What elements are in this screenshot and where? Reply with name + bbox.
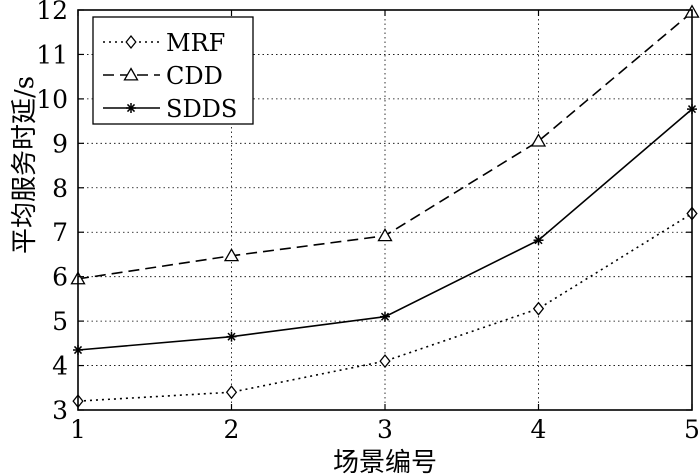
x-tick-label: 4 <box>531 415 547 444</box>
y-tick-label: 4 <box>52 352 68 381</box>
y-tick-label: 8 <box>52 174 68 203</box>
y-tick-label: 9 <box>52 129 68 158</box>
legend-item-sdds: SDDS <box>103 95 237 123</box>
legend-box <box>92 16 254 125</box>
data-point-mrf <box>532 301 545 316</box>
y-tick-label: 7 <box>52 218 68 247</box>
legend-label-sdds: SDDS <box>166 95 237 123</box>
y-tick-label: 5 <box>52 307 68 336</box>
data-point-cdd <box>377 227 393 242</box>
x-tick-labels: 1 2 3 4 5 <box>70 415 700 444</box>
legend-label-mrf: MRF <box>166 29 225 57</box>
y-tick-label: 3 <box>52 396 68 425</box>
legend-marker-mrf <box>125 34 137 50</box>
x-tick-label: 3 <box>377 415 393 444</box>
data-point-cdd <box>223 247 240 262</box>
x-tick-label: 5 <box>684 415 700 444</box>
data-point-mrf <box>379 354 391 369</box>
x-axis-title: 场景编号 <box>333 448 437 475</box>
y-tick-label: 11 <box>36 40 68 69</box>
y-axis-title: 平均服务时延/s <box>10 76 40 254</box>
legend-item-cdd: CDD <box>103 62 223 90</box>
axis-tick-marks <box>77 9 693 411</box>
data-point-cdd <box>530 133 547 147</box>
series-cdd <box>70 4 700 285</box>
x-tick-label: 2 <box>224 415 240 444</box>
data-point-sdds <box>533 235 544 246</box>
data-point-mrf <box>225 385 238 400</box>
legend-marker-cdd <box>123 67 139 81</box>
y-tick-label: 6 <box>52 263 68 292</box>
data-point-sdds <box>226 331 237 342</box>
series-line-mrf <box>77 212 693 402</box>
y-tick-label: 10 <box>36 85 68 114</box>
y-tick-label: 12 <box>36 0 68 25</box>
y-tick-labels: 3 4 5 6 7 8 9 10 11 12 <box>36 0 68 425</box>
legend-label-cdd: CDD <box>166 62 223 90</box>
x-tick-label: 1 <box>70 415 86 444</box>
legend-marker-sdds <box>126 103 136 113</box>
legend: MRF CDD SDDS <box>92 16 254 125</box>
data-point-sdds <box>380 311 390 322</box>
legend-item-mrf: MRF <box>103 29 225 57</box>
